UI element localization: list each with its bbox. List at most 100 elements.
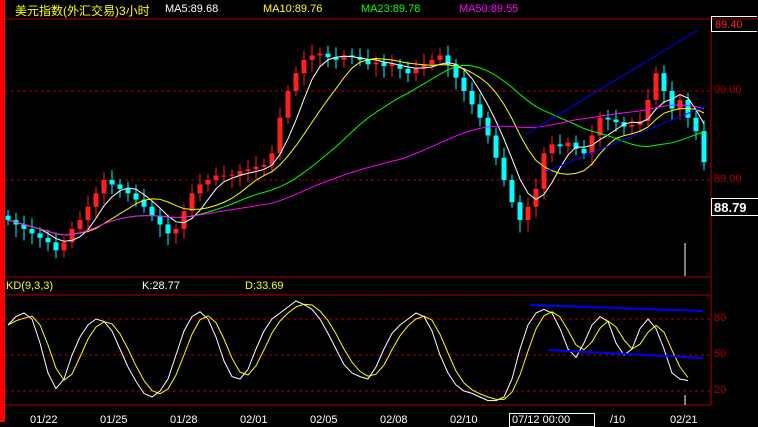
- candle-down: [493, 135, 499, 158]
- chart-title: 美元指数(外汇交易)3小时: [15, 4, 150, 18]
- candle-down: [477, 104, 483, 118]
- price-tick-89: 89.00: [714, 173, 742, 185]
- candle-up: [93, 193, 99, 207]
- k-value: K:28.77: [142, 280, 180, 292]
- time-label: /10: [610, 414, 626, 426]
- ma5-line: [7, 55, 705, 242]
- ma10-label: MA10:89.76: [263, 3, 323, 15]
- time-label: 01/28: [170, 414, 198, 426]
- trend-channel-upper: [524, 29, 699, 136]
- time-label: 02/01: [240, 414, 268, 426]
- candle-down: [605, 117, 611, 120]
- candle-up: [229, 174, 235, 176]
- time-label: 02/10: [450, 414, 478, 426]
- candle-up: [269, 153, 275, 165]
- candle-up: [389, 64, 395, 67]
- candle-up: [597, 117, 603, 136]
- time-label: 02/05: [310, 414, 338, 426]
- k-line: [7, 300, 689, 402]
- kd-title: KD(9,3,3): [6, 280, 54, 292]
- ma10-line: [7, 58, 705, 236]
- candle-up: [253, 166, 259, 170]
- candle-up: [261, 164, 267, 167]
- candle-up: [429, 59, 435, 65]
- candle-down: [141, 199, 147, 207]
- d-value: D:33.69: [245, 280, 284, 292]
- candle-up: [69, 228, 75, 243]
- time-label: 01/22: [30, 414, 58, 426]
- candle-up: [189, 193, 195, 212]
- candle-down: [29, 228, 35, 234]
- left-edge-bar: [0, 0, 5, 422]
- candle-up: [285, 91, 291, 118]
- candle-down: [501, 157, 507, 180]
- time-label: 02/21: [670, 414, 698, 426]
- candle-down: [357, 57, 363, 60]
- candle-up: [221, 175, 227, 177]
- candle-up: [293, 73, 299, 91]
- ma5-label: MA5:89.68: [165, 3, 219, 15]
- candle-up: [549, 144, 555, 154]
- candle-down: [453, 64, 459, 78]
- candle-up: [645, 99, 651, 122]
- trend-channel-lower: [544, 105, 707, 173]
- candle-up: [301, 59, 307, 74]
- candle-down: [5, 215, 11, 221]
- candle-down: [509, 180, 515, 203]
- candle-up: [181, 211, 187, 229]
- candle-up: [653, 73, 659, 100]
- candle-down: [701, 131, 707, 163]
- time-label: 02/08: [380, 414, 408, 426]
- candle-down: [37, 233, 43, 238]
- ma23-label: MA23:89.78: [361, 3, 421, 15]
- kd-trend-upper: [529, 304, 704, 312]
- ma50-line: [7, 104, 705, 236]
- kd-tick-80: 80: [714, 312, 727, 324]
- candle-up: [205, 180, 211, 185]
- candle-down: [517, 202, 523, 221]
- candle-up: [85, 206, 91, 221]
- candle-down: [325, 53, 331, 58]
- price-tick-90: 90.00: [714, 84, 742, 96]
- candle-down: [669, 91, 675, 109]
- candle-up: [533, 188, 539, 207]
- candle-up: [437, 55, 443, 60]
- candle-up: [541, 153, 547, 189]
- candle-down: [461, 77, 467, 91]
- candle-down: [53, 242, 59, 251]
- candle-down: [445, 55, 451, 65]
- kd-tick-50: 50: [714, 348, 727, 360]
- candle-down: [149, 206, 155, 216]
- candle-up: [237, 171, 243, 175]
- candle-down: [21, 224, 27, 229]
- candle-down: [109, 180, 115, 185]
- candle-up: [413, 68, 419, 74]
- candle-down: [365, 59, 371, 65]
- candle-up: [197, 184, 203, 194]
- candle-down: [165, 224, 171, 234]
- candle-down: [45, 237, 51, 243]
- candle-up: [173, 228, 179, 234]
- candle-up: [309, 55, 315, 60]
- candle-up: [565, 142, 571, 147]
- candle-down: [333, 57, 339, 60]
- candle-up: [213, 175, 219, 180]
- price-high-box: 89.40: [711, 16, 757, 32]
- candle-down: [613, 119, 619, 123]
- candle-down: [397, 64, 403, 69]
- candle-down: [581, 148, 587, 154]
- candle-up: [589, 135, 595, 154]
- candle-up: [277, 117, 283, 154]
- time-label: 01/25: [100, 414, 128, 426]
- candle-up: [341, 55, 347, 60]
- candle-down: [661, 73, 667, 91]
- candle-down: [117, 184, 123, 189]
- candle-up: [77, 220, 83, 229]
- candle-down: [573, 142, 579, 149]
- candle-up: [101, 180, 107, 194]
- candle-down: [157, 215, 163, 225]
- candle-down: [381, 62, 387, 67]
- kd-trend-lower: [547, 349, 704, 359]
- current-price-box: 88.79: [711, 198, 758, 216]
